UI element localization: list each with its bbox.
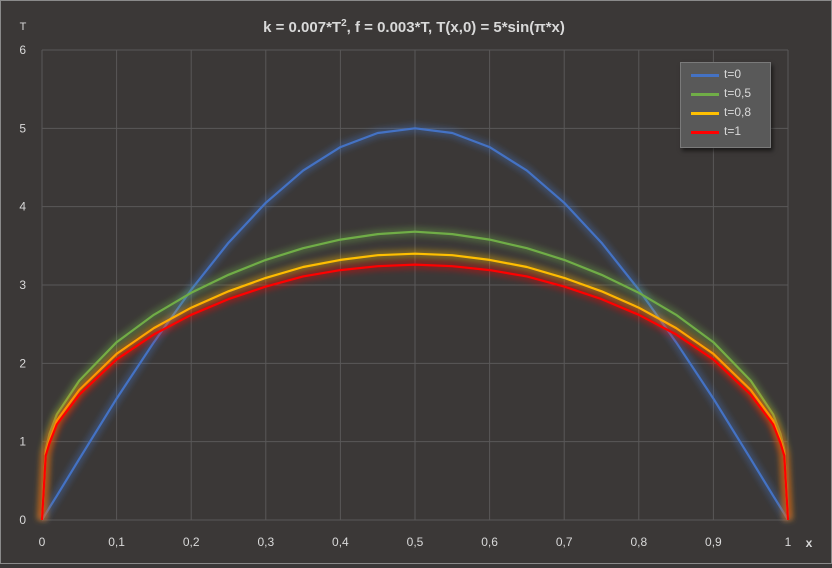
x-tick-label: 0,8: [630, 535, 647, 549]
x-tick-label: 0,2: [183, 535, 200, 549]
chart-title: k = 0.007*T2, f = 0.003*T, T(x,0) = 5*si…: [263, 18, 565, 36]
legend-swatch-t05: [691, 93, 719, 96]
gridlines: [41, 49, 789, 521]
x-tick-label: 0,5: [407, 535, 424, 549]
x-tick-label: 0,7: [556, 535, 573, 549]
x-tick-label: 0,6: [481, 535, 498, 549]
legend-label-t1: t=1: [724, 124, 742, 138]
series-line-t05: [40, 230, 790, 521]
legend-label-t0: t=0: [724, 67, 742, 81]
legend-label-t05: t=0,5: [724, 86, 752, 100]
legend-swatch-t08: [691, 112, 719, 115]
legend-item-t1: t=1: [691, 123, 771, 141]
legend-label-t08: t=0,8: [724, 105, 752, 119]
x-tick-label: 0,1: [108, 535, 125, 549]
y-tick-label: 3: [19, 278, 26, 292]
y-tick-label: 0: [19, 513, 26, 527]
series-lines: [37, 123, 793, 523]
tick-labels: 0 0,1 0,2 0,3 0,4 0,5 0,6 0,7 0,8 0,9 1 0 1 2 3 4 5 6: [19, 43, 791, 549]
y-axis-label: T: [20, 21, 27, 33]
chart-title-superscript: 2: [341, 18, 347, 29]
legend-swatch-t1: [691, 131, 719, 134]
x-tick-label: 1: [785, 535, 792, 549]
x-tick-label: 0: [39, 535, 46, 549]
legend: t=0 t=0,5 t=0,8 t=1: [680, 62, 771, 148]
series-line-t1: [40, 263, 790, 521]
x-axis-label: x: [806, 536, 813, 550]
x-tick-label: 0,9: [705, 535, 722, 549]
chart-title-part-2: , f = 0.003*T, T(x,0) = 5*sin(π*x): [347, 19, 565, 36]
legend-item-t0: t=0: [691, 66, 771, 84]
y-tick-label: 6: [19, 43, 26, 57]
x-tick-label: 0,3: [257, 535, 274, 549]
y-tick-label: 4: [19, 200, 26, 214]
chart-title-part-1: k = 0.007*T: [263, 19, 341, 36]
x-tick-label: 0,4: [332, 535, 349, 549]
series-line-t0: [41, 127, 789, 521]
y-tick-label: 2: [19, 356, 26, 370]
y-tick-label: 5: [19, 121, 26, 135]
y-tick-label: 1: [19, 435, 26, 449]
legend-swatch-t0: [691, 74, 719, 77]
legend-item-t05: t=0,5: [691, 85, 771, 103]
legend-item-t08: t=0,8: [691, 104, 771, 122]
